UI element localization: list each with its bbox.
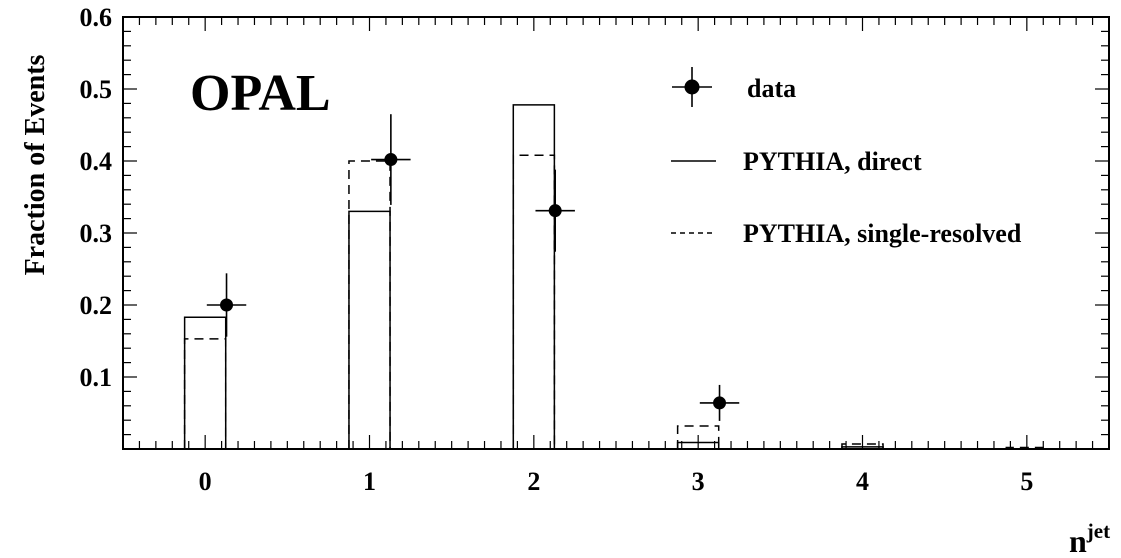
x-tick-label: 2 xyxy=(527,467,540,496)
x-axis-label-base: n xyxy=(1069,523,1087,558)
y-tick-label: 0.1 xyxy=(80,363,113,392)
single-resolved-bar-4 xyxy=(841,443,884,449)
direct-bar-0 xyxy=(183,316,227,449)
y-tick-label: 0.2 xyxy=(80,291,113,320)
data-point-3 xyxy=(699,384,740,421)
legend-label-single-resolved: PYTHIA, single-resolved xyxy=(743,219,1022,248)
direct-bar-2 xyxy=(512,104,556,449)
x-tick-label: 1 xyxy=(363,467,376,496)
x-axis-label: njet xyxy=(1069,519,1110,558)
x-tick-label: 5 xyxy=(1020,467,1033,496)
opal-label: OPAL xyxy=(190,65,331,122)
single-resolved-bar-2 xyxy=(512,154,556,449)
tick-labels: 0 1 2 3 4 5 0.1 0.2 0.3 0.4 0.5 0.6 xyxy=(80,3,1034,496)
x-tick-label: 3 xyxy=(692,467,705,496)
single-resolved-bar-1 xyxy=(348,160,391,449)
y-tick-label: 0.4 xyxy=(80,147,113,176)
x-tick-label: 4 xyxy=(856,467,869,496)
legend-label-direct: PYTHIA, direct xyxy=(743,147,922,176)
data-point-0 xyxy=(206,273,247,337)
x-axis-label-superscript: jet xyxy=(1086,519,1110,543)
y-tick-label: 0.5 xyxy=(80,75,113,104)
data-point-2 xyxy=(535,169,575,252)
single-resolved-bar-0 xyxy=(183,338,227,449)
y-tick-label: 0.3 xyxy=(80,219,113,248)
y-axis-label: Fraction of Events xyxy=(20,54,51,275)
y-tick-label: 0.6 xyxy=(80,3,113,32)
data-point-1 xyxy=(371,114,411,205)
direct-bar-1 xyxy=(348,210,391,449)
x-tick-label: 0 xyxy=(199,467,212,496)
legend-label-data: data xyxy=(747,74,796,103)
data-points xyxy=(206,114,740,421)
legend-marker-data xyxy=(672,67,712,107)
plot-frame xyxy=(122,16,1110,450)
single-resolved-histogram xyxy=(183,154,1049,449)
single-resolved-bar-3 xyxy=(676,425,720,449)
legend: data PYTHIA, direct PYTHIA, single-resol… xyxy=(671,67,1022,248)
